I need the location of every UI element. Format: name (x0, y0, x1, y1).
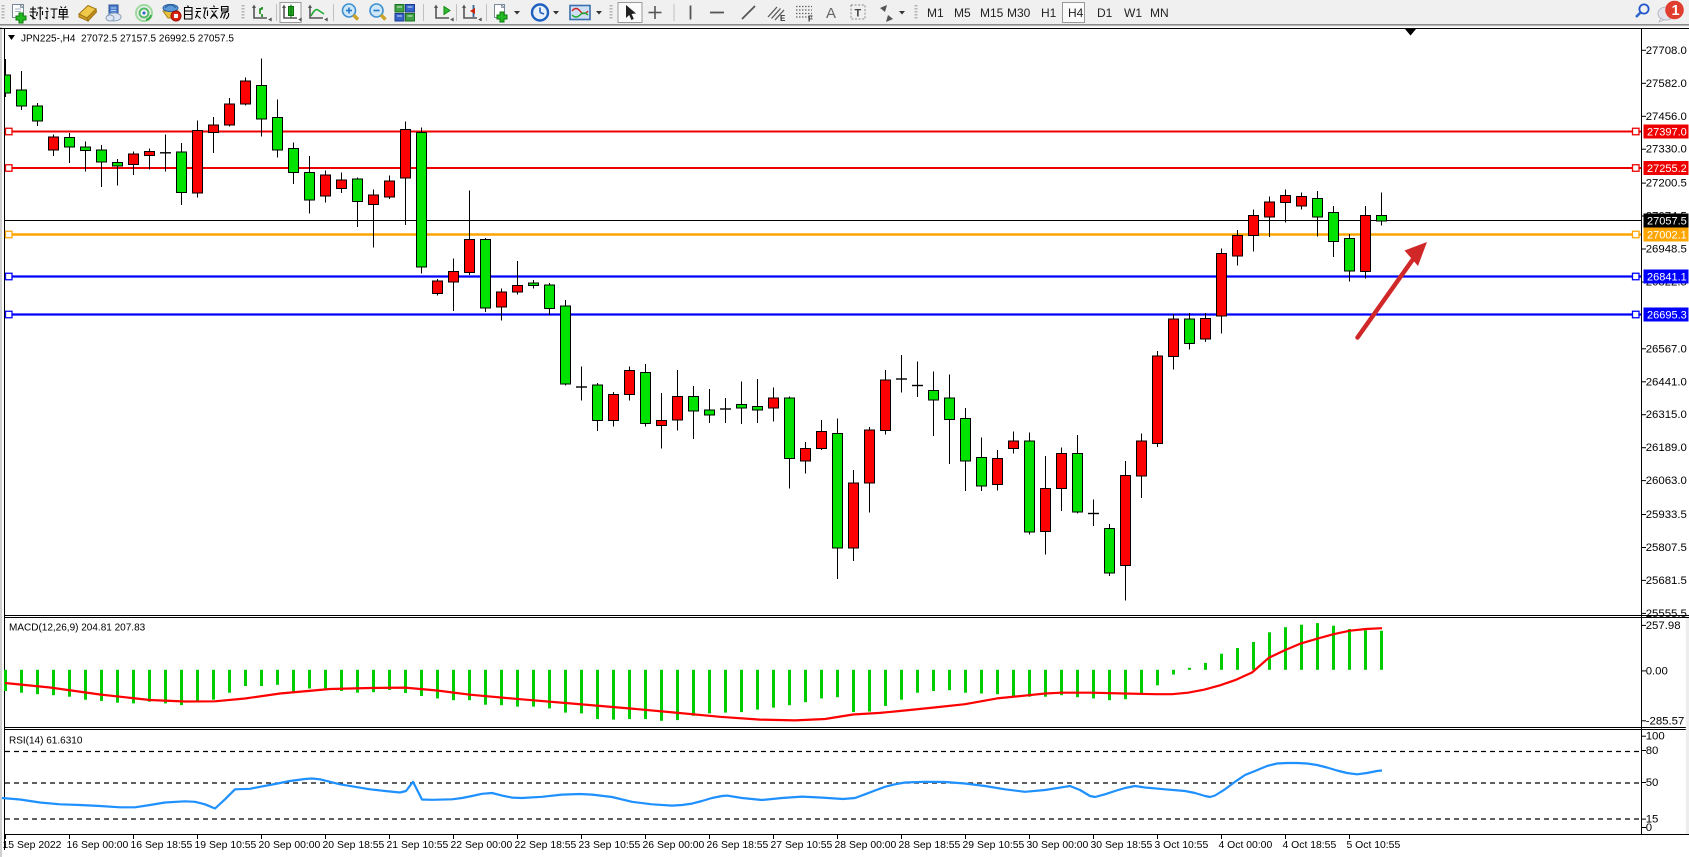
svg-text:26567.0: 26567.0 (1646, 343, 1687, 355)
svg-text:27002.1: 27002.1 (1647, 230, 1687, 242)
svg-text:25681.5: 25681.5 (1646, 575, 1687, 587)
svg-text:28 Sep 18:55: 28 Sep 18:55 (899, 840, 961, 851)
svg-text:MACD(12,26,9) 204.81 207.83: MACD(12,26,9) 204.81 207.83 (9, 623, 146, 634)
svg-text:3 Oct 10:55: 3 Oct 10:55 (1155, 840, 1209, 851)
svg-text:27397.0: 27397.0 (1647, 127, 1687, 139)
svg-text:30 Sep 18:55: 30 Sep 18:55 (1091, 840, 1153, 851)
svg-text:22 Sep 00:00: 22 Sep 00:00 (451, 840, 513, 851)
svg-text:5 Oct 10:55: 5 Oct 10:55 (1347, 840, 1401, 851)
svg-text:JPN225-,H4 27072.5 27157.5 26: JPN225-,H4 27072.5 27157.5 26992.5 27057… (21, 34, 234, 45)
svg-text:26441.0: 26441.0 (1646, 376, 1687, 388)
svg-text:27 Sep 10:55: 27 Sep 10:55 (771, 840, 833, 851)
svg-text:27330.0: 27330.0 (1646, 144, 1687, 156)
svg-text:30 Sep 00:00: 30 Sep 00:00 (1027, 840, 1089, 851)
svg-text:M30: M30 (1007, 6, 1031, 20)
svg-text:27708.0: 27708.0 (1646, 45, 1687, 57)
svg-text:26 Sep 00:00: 26 Sep 00:00 (643, 840, 705, 851)
svg-text:27255.2: 27255.2 (1647, 163, 1687, 175)
svg-text:F: F (808, 15, 813, 24)
svg-text:D1: D1 (1097, 6, 1113, 20)
svg-text:M5: M5 (954, 6, 971, 20)
svg-text:RSI(14) 61.6310: RSI(14) 61.6310 (9, 736, 83, 747)
svg-text:0.00: 0.00 (1646, 665, 1668, 677)
svg-text:26841.1: 26841.1 (1647, 272, 1687, 284)
svg-text:0: 0 (1646, 822, 1652, 834)
svg-text:26 Sep 18:55: 26 Sep 18:55 (707, 840, 769, 851)
svg-text:16 Sep 18:55: 16 Sep 18:55 (131, 840, 193, 851)
svg-text:100: 100 (1646, 731, 1665, 743)
svg-text:H4: H4 (1068, 6, 1084, 20)
svg-text:26948.5: 26948.5 (1646, 244, 1687, 256)
svg-text:26189.0: 26189.0 (1646, 442, 1687, 454)
svg-text:27582.0: 27582.0 (1646, 78, 1687, 90)
svg-text:15: 15 (1646, 814, 1659, 826)
svg-text:4 Oct 18:55: 4 Oct 18:55 (1283, 840, 1337, 851)
svg-text:A: A (826, 5, 836, 22)
svg-text:29 Sep 10:55: 29 Sep 10:55 (963, 840, 1025, 851)
svg-text:22 Sep 18:55: 22 Sep 18:55 (515, 840, 577, 851)
svg-text:28 Sep 00:00: 28 Sep 00:00 (835, 840, 897, 851)
svg-text:27057.5: 27057.5 (1647, 216, 1687, 228)
svg-text:20 Sep 00:00: 20 Sep 00:00 (259, 840, 321, 851)
svg-text:16 Sep 00:00: 16 Sep 00:00 (67, 840, 129, 851)
svg-text:H1: H1 (1041, 6, 1057, 20)
svg-text:27200.5: 27200.5 (1646, 178, 1687, 190)
svg-text:23 Sep 10:55: 23 Sep 10:55 (579, 840, 641, 851)
svg-text:MN: MN (1150, 6, 1169, 20)
svg-text:257.98: 257.98 (1646, 620, 1681, 632)
svg-text:25555.5: 25555.5 (1646, 608, 1687, 620)
svg-text:27456.0: 27456.0 (1646, 111, 1687, 123)
svg-text:T: T (855, 8, 862, 20)
svg-text:M1: M1 (927, 6, 944, 20)
svg-text:20 Sep 18:55: 20 Sep 18:55 (323, 840, 385, 851)
svg-text:26315.0: 26315.0 (1646, 409, 1687, 421)
svg-text:80: 80 (1646, 745, 1659, 757)
svg-text:M15: M15 (980, 6, 1004, 20)
svg-text:21 Sep 10:55: 21 Sep 10:55 (387, 840, 449, 851)
svg-text:E: E (780, 14, 786, 23)
svg-text:15 Sep 2022: 15 Sep 2022 (3, 840, 62, 851)
svg-text:1: 1 (1672, 3, 1680, 19)
svg-text:50: 50 (1646, 777, 1659, 789)
svg-text:4 Oct 00:00: 4 Oct 00:00 (1219, 840, 1273, 851)
svg-text:26063.0: 26063.0 (1646, 475, 1687, 487)
svg-text:25933.5: 25933.5 (1646, 509, 1687, 521)
svg-text:26695.3: 26695.3 (1647, 310, 1687, 322)
svg-text:25807.5: 25807.5 (1646, 542, 1687, 554)
svg-text:-285.57: -285.57 (1646, 715, 1685, 727)
svg-text:W1: W1 (1124, 6, 1142, 20)
svg-text:19 Sep 10:55: 19 Sep 10:55 (195, 840, 257, 851)
